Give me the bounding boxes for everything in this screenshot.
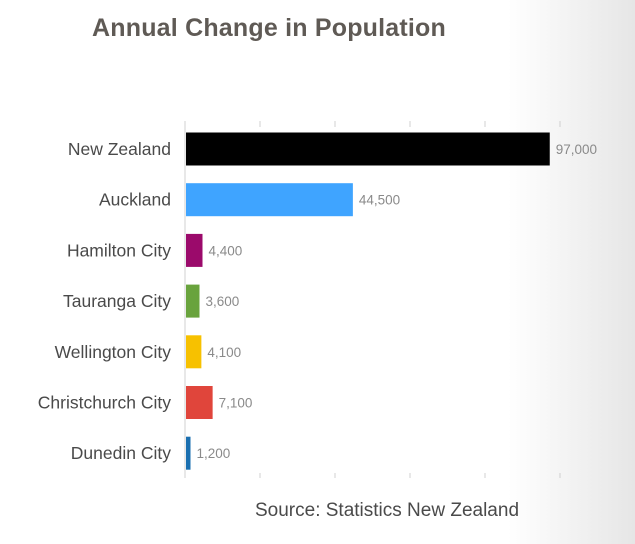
axis-layer: [184, 121, 561, 478]
bar: [186, 386, 213, 419]
value-label: 7,100: [219, 396, 253, 411]
value-label: 44,500: [359, 193, 400, 208]
value-label: 4,100: [207, 345, 241, 360]
bar: [186, 436, 191, 470]
labels-layer: New Zealand 97,000 Auckland 44,500 Hamilton …: [38, 139, 597, 463]
bar: [186, 132, 550, 166]
category-label: Tauranga City: [63, 291, 171, 311]
source-note: Source: Statistics New Zealand: [255, 500, 520, 521]
category-label: Wellington City: [55, 342, 172, 362]
bar: [186, 183, 353, 217]
chart-title: Annual Change in Population: [92, 14, 446, 42]
category-label: New Zealand: [68, 139, 171, 159]
value-label: 4,400: [209, 243, 243, 258]
bar: [186, 284, 200, 318]
category-label: Christchurch City: [38, 393, 171, 413]
category-label: Auckland: [99, 190, 171, 210]
bar: [186, 335, 202, 369]
value-label: 3,600: [206, 294, 240, 309]
category-label: Hamilton City: [67, 240, 171, 260]
value-label: 97,000: [556, 142, 597, 157]
category-label: Dunedin City: [71, 443, 171, 463]
bars-layer: [186, 132, 550, 470]
value-label: 1,200: [197, 446, 231, 461]
bar: [186, 233, 203, 267]
